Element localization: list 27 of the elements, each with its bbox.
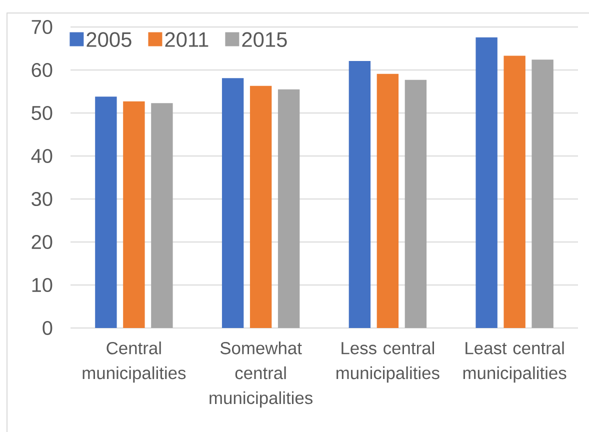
x-tick-label: Least central municipalities bbox=[463, 342, 566, 383]
legend-label: 2015 bbox=[242, 32, 287, 47]
x-tick-label: Less central municipalities bbox=[336, 342, 440, 383]
y-tick-label: 70 bbox=[32, 20, 52, 34]
bar bbox=[532, 60, 554, 328]
bar bbox=[95, 96, 117, 328]
legend-label: 2005 bbox=[86, 32, 132, 47]
y-tick-label: 60 bbox=[32, 62, 52, 78]
y-tick-label: 10 bbox=[32, 278, 52, 292]
bar bbox=[348, 60, 371, 328]
bar bbox=[504, 56, 526, 328]
bar bbox=[404, 80, 427, 328]
bar bbox=[123, 101, 145, 328]
bar bbox=[250, 86, 272, 328]
y-tick-label: 20 bbox=[32, 234, 52, 250]
bar bbox=[376, 74, 399, 328]
y-tick-label: 40 bbox=[31, 148, 52, 164]
x-tick-label: Somewhat central municipalities bbox=[210, 342, 312, 408]
y-tick-label: 0 bbox=[42, 320, 52, 336]
y-tick-label: 50 bbox=[32, 106, 52, 120]
bar bbox=[222, 78, 244, 328]
bar bbox=[278, 89, 300, 328]
bar bbox=[151, 103, 173, 328]
bar bbox=[476, 37, 498, 328]
legend-label: 2011 bbox=[165, 32, 208, 47]
y-tick-label: 30 bbox=[32, 192, 52, 206]
x-tick-label: Central municipalities bbox=[82, 342, 186, 383]
